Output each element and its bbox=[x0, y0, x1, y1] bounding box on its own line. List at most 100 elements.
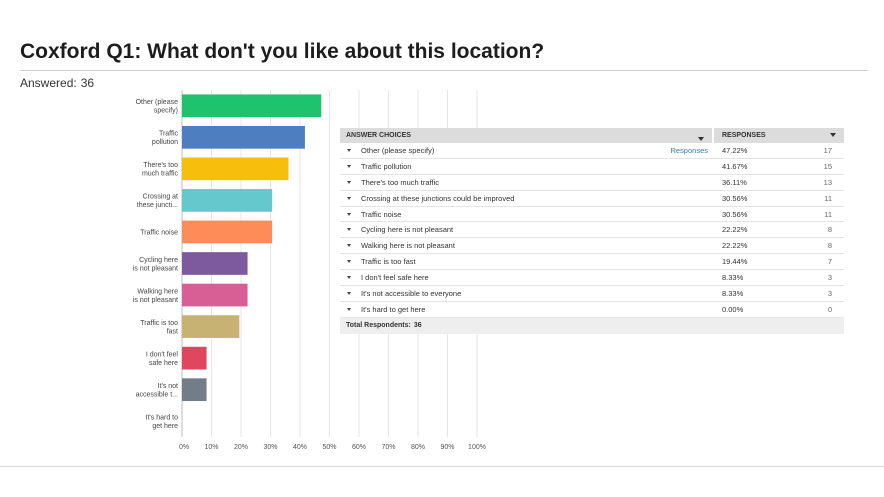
expand-triangle-icon[interactable] bbox=[347, 276, 351, 280]
response-percent: 8.33% bbox=[722, 273, 744, 283]
response-percent: 47.22% bbox=[722, 145, 748, 155]
x-tick-label: 100% bbox=[468, 444, 486, 451]
response-count: 13 bbox=[823, 177, 832, 187]
bar bbox=[182, 94, 322, 118]
total-respondents-label: Total Respondents: bbox=[346, 322, 411, 330]
answer-choices-header[interactable]: ANSWER CHOICES bbox=[340, 132, 712, 141]
answered-count: Answered: 36 bbox=[20, 76, 94, 90]
category-label: much traffic bbox=[142, 171, 179, 178]
category-label: Crossing at bbox=[143, 194, 178, 201]
answer-choice-cell: Traffic is too fast bbox=[340, 257, 712, 266]
answered-label: Answered: bbox=[20, 76, 77, 90]
table-row: Other (please specify) Responses 47.22% 17 bbox=[340, 143, 844, 159]
answer-choice-label: I don't feel safe here bbox=[361, 273, 429, 283]
answer-choice-cell: I don't feel safe here bbox=[340, 273, 712, 282]
answer-choice-cell: Cycling here is not pleasant bbox=[340, 225, 712, 234]
answer-choice-cell: Walking here is not pleasant bbox=[340, 241, 712, 250]
expand-triangle-icon[interactable] bbox=[347, 228, 351, 232]
category-label: It's hard to bbox=[146, 414, 179, 421]
category-label: get here bbox=[152, 423, 178, 430]
bar bbox=[182, 252, 248, 275]
response-percent: 30.56% bbox=[722, 209, 748, 219]
category-label: There's too bbox=[143, 162, 178, 169]
expand-triangle-icon[interactable] bbox=[347, 307, 351, 311]
table-row: Traffic is too fast 19.44% 7 bbox=[340, 254, 844, 271]
x-tick-label: 20% bbox=[234, 444, 248, 451]
answer-choice-label: There's too much traffic bbox=[361, 177, 439, 187]
response-percent: 0.00% bbox=[722, 304, 744, 314]
table-row: I don't feel safe here 8.33% 3 bbox=[340, 270, 844, 287]
table-body: Other (please specify) Responses 47.22% 17 T… bbox=[340, 143, 844, 318]
expand-triangle-icon[interactable] bbox=[347, 291, 351, 295]
expand-triangle-icon[interactable] bbox=[347, 196, 351, 200]
x-tick-label: 80% bbox=[411, 444, 425, 451]
answer-choice-cell: Traffic pollution bbox=[340, 162, 712, 171]
response-percent: 22.22% bbox=[722, 225, 748, 235]
response-percent: 36.11% bbox=[722, 177, 747, 187]
response-percent: 30.56% bbox=[722, 193, 748, 203]
table-header: ANSWER CHOICES RESPONSES bbox=[340, 128, 844, 143]
expand-triangle-icon[interactable] bbox=[347, 180, 351, 184]
response-count: 3 bbox=[827, 273, 832, 283]
x-tick-label: 40% bbox=[293, 444, 307, 451]
answer-choice-label: It's not accessible to everyone bbox=[361, 288, 462, 298]
category-label: safe here bbox=[149, 360, 178, 367]
category-label: Traffic bbox=[159, 131, 179, 138]
table-row: Walking here is not pleasant 22.22% 8 bbox=[340, 238, 844, 255]
category-label: Cycling here bbox=[139, 257, 178, 264]
answer-choice-label: Crossing at these junctions could be imp… bbox=[361, 193, 515, 203]
sort-caret-icon[interactable] bbox=[698, 137, 704, 141]
bar bbox=[182, 346, 207, 370]
response-count: 0 bbox=[827, 304, 832, 314]
category-label: specify) bbox=[154, 108, 178, 115]
response-count: 8 bbox=[827, 225, 832, 235]
response-percent: 19.44% bbox=[722, 257, 748, 267]
bar bbox=[182, 157, 289, 181]
page-title: Coxford Q1: What don't you like about th… bbox=[20, 40, 545, 63]
x-tick-label: 50% bbox=[322, 444, 336, 451]
answer-choice-cell: It's not accessible to everyone bbox=[340, 289, 712, 298]
answer-choice-cell: Crossing at these junctions could be imp… bbox=[340, 194, 712, 203]
response-percent: 8.33% bbox=[722, 288, 744, 298]
table-row: Traffic pollution 41.67% 15 bbox=[340, 159, 844, 175]
answer-choices-header-label: ANSWER CHOICES bbox=[346, 132, 411, 139]
bar bbox=[182, 283, 248, 307]
category-label: It's not bbox=[158, 383, 178, 390]
bar bbox=[182, 220, 273, 244]
bar bbox=[182, 189, 273, 212]
answer-choice-label: Other (please specify) bbox=[361, 145, 435, 155]
answer-choice-cell: Other (please specify) Responses bbox=[340, 146, 712, 155]
title-divider bbox=[20, 70, 868, 71]
category-label: Traffic noise bbox=[140, 229, 178, 236]
expand-triangle-icon[interactable] bbox=[347, 260, 351, 264]
x-tick-label: 70% bbox=[381, 444, 395, 451]
expand-triangle-icon[interactable] bbox=[347, 244, 351, 248]
answer-choice-label: Walking here is not pleasant bbox=[361, 241, 455, 251]
response-count: 15 bbox=[823, 161, 832, 171]
answer-choice-cell: There's too much traffic bbox=[340, 178, 712, 187]
table-footer: Total Respondents: 36 bbox=[340, 317, 844, 334]
x-tick-label: 10% bbox=[204, 444, 218, 451]
response-count: 8 bbox=[827, 241, 832, 251]
bar bbox=[182, 378, 207, 402]
bar bbox=[182, 125, 305, 149]
expand-triangle-icon[interactable] bbox=[347, 164, 351, 168]
sort-caret-icon[interactable] bbox=[830, 133, 836, 137]
x-tick-label: 90% bbox=[440, 444, 454, 451]
answer-choice-label: Traffic pollution bbox=[361, 161, 412, 171]
answer-choice-label: Traffic is too fast bbox=[361, 257, 416, 267]
table-row: Cycling here is not pleasant 22.22% 8 bbox=[340, 222, 844, 239]
response-percent: 22.22% bbox=[722, 241, 748, 251]
expand-triangle-icon[interactable] bbox=[347, 148, 351, 152]
responses-header-label: RESPONSES bbox=[722, 132, 766, 139]
expand-triangle-icon[interactable] bbox=[347, 212, 351, 216]
category-label: Traffic is too bbox=[140, 320, 178, 327]
responses-header[interactable]: RESPONSES bbox=[712, 128, 844, 143]
answer-choice-label: It's hard to get here bbox=[361, 304, 426, 314]
bottom-divider bbox=[0, 466, 884, 467]
answer-choice-label: Traffic noise bbox=[361, 209, 402, 219]
responses-link[interactable]: Responses bbox=[670, 145, 708, 155]
category-label: is not pleasant bbox=[133, 297, 178, 304]
answered-value: 36 bbox=[80, 76, 95, 90]
